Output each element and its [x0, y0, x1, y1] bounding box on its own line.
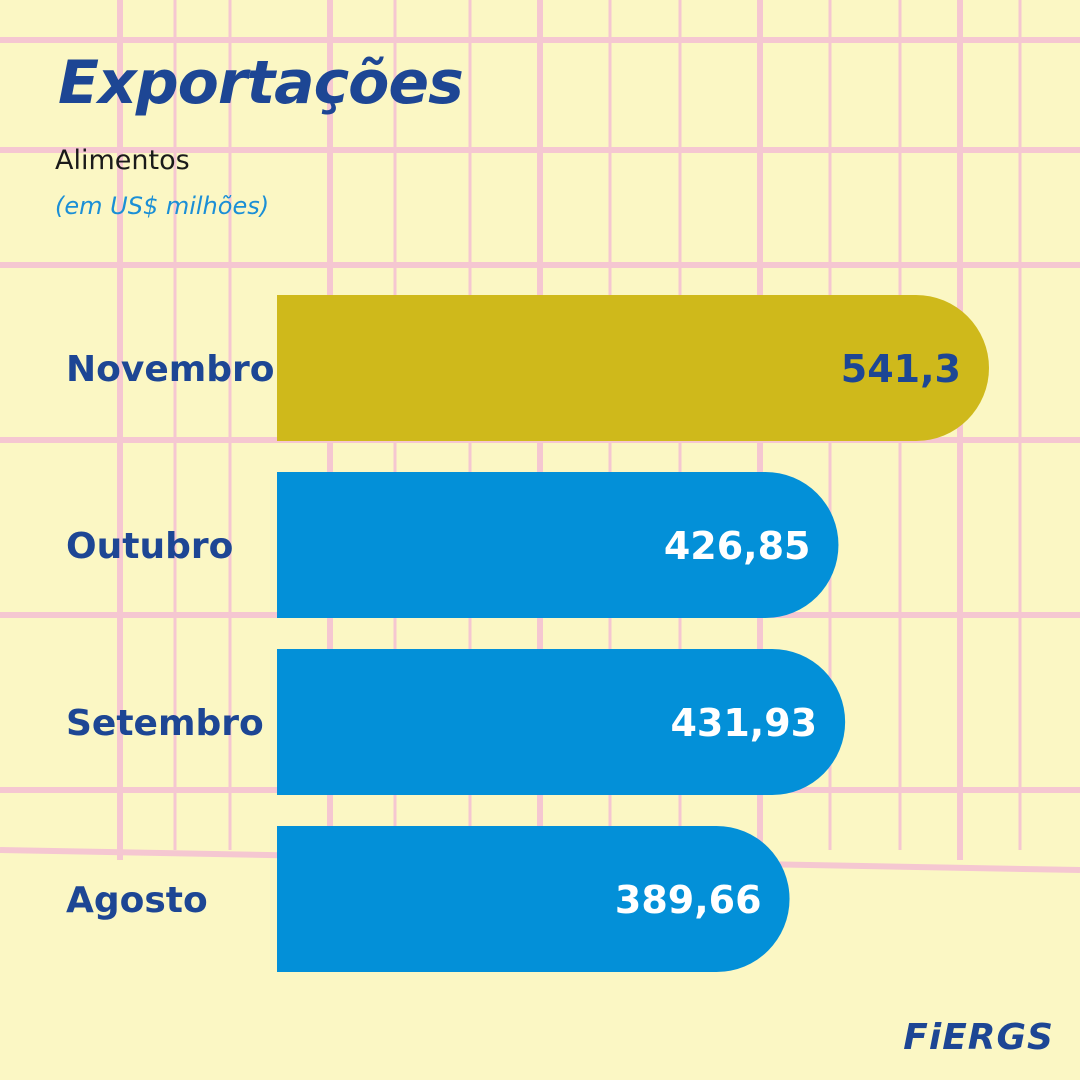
chart-title: Exportações — [58, 48, 464, 118]
value-label-agosto: 389,66 — [615, 878, 762, 922]
fiergs-logo: FiERGS — [903, 1017, 1054, 1058]
category-label-agosto: Agosto — [66, 880, 208, 921]
category-label-novembro: Novembro — [66, 349, 275, 390]
bar-agosto — [277, 826, 790, 972]
value-label-setembro: 431,93 — [670, 701, 817, 745]
bar-outubro — [277, 472, 839, 618]
bar-novembro — [277, 295, 989, 441]
category-label-outubro: Outubro — [66, 526, 233, 567]
category-label-setembro: Setembro — [66, 703, 264, 744]
value-label-novembro: 541,3 — [841, 347, 961, 391]
unit-label: (em US$ milhões) — [55, 192, 270, 220]
chart-subtitle: Alimentos — [55, 145, 190, 176]
bar-setembro — [277, 649, 846, 795]
value-label-outubro: 426,85 — [664, 524, 811, 568]
